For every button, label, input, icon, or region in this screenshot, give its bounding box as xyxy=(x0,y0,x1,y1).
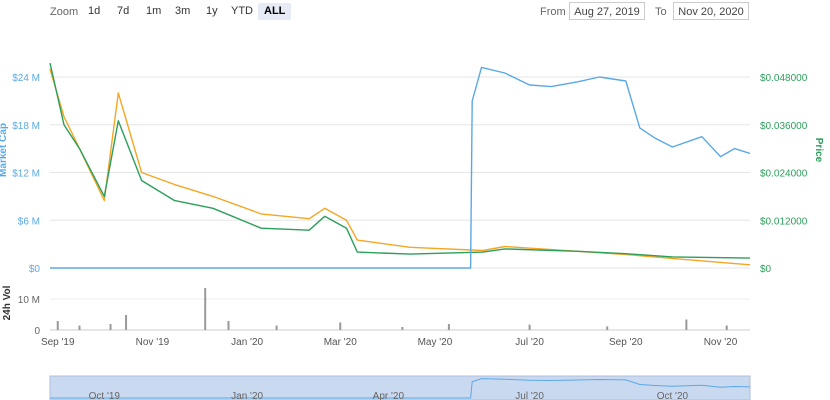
x-tick-label: May '20 xyxy=(418,337,453,348)
zoom-all-button[interactable]: ALL xyxy=(258,3,292,20)
volume-bar xyxy=(339,322,342,330)
volume-bar xyxy=(606,326,609,330)
series-line-market-cap xyxy=(50,66,751,269)
volume-bar xyxy=(78,325,81,330)
x-axis: Sep '19 Nov '19 Jan '20 Mar '20 May '20 Jul '… xyxy=(41,337,738,348)
zoom-7d-button[interactable]: 7d xyxy=(117,5,130,17)
x-tick-label: Nov '19 xyxy=(136,337,170,348)
zoom-label: Zoom xyxy=(50,6,79,18)
market-cap-tick: $6 M xyxy=(18,216,40,227)
volume-tick: 10 M xyxy=(18,295,40,306)
navigator-line xyxy=(50,378,751,399)
x-tick-label: Nov '20 xyxy=(704,337,738,348)
volume-bars xyxy=(56,288,728,330)
volume-tick: 0 xyxy=(34,326,40,337)
zoom-1y-button[interactable]: 1y xyxy=(206,5,218,17)
volume-bar xyxy=(125,315,128,330)
x-tick-label: Mar '20 xyxy=(324,337,357,348)
volume-bar xyxy=(685,319,688,330)
navigator-tick-label: Oct '19 xyxy=(89,391,121,400)
volume-bar xyxy=(401,327,404,330)
navigator-tick-label: Jan '20 xyxy=(231,391,263,400)
volume-bar xyxy=(204,288,207,330)
price-tick: $0.012000 xyxy=(760,216,808,227)
market-cap-tick: $18 M xyxy=(12,121,40,132)
navigator[interactable]: Oct '19 Jan '20 Apr '20 Jul '20 Oct '20 xyxy=(49,375,751,400)
navigator-tick-label: Oct '20 xyxy=(657,391,689,400)
market-cap-tick: $24 M xyxy=(12,73,40,84)
price-tick: $0.036000 xyxy=(760,121,808,132)
chart-series xyxy=(49,62,751,269)
to-label: To xyxy=(655,6,667,18)
price-axis-title: Price xyxy=(813,138,824,163)
from-date-input[interactable]: Aug 27, 2019 xyxy=(569,2,645,20)
volume-bar xyxy=(227,321,230,330)
chart-gridlines xyxy=(50,76,750,269)
x-tick-label: Sep '19 xyxy=(41,337,75,348)
navigator-window xyxy=(49,375,751,400)
navigator-tick-label: Jul '20 xyxy=(515,391,544,400)
price-tick: $0.048000 xyxy=(760,73,808,84)
x-tick-label: Jul '20 xyxy=(515,337,544,348)
navigator-tick-label: Apr '20 xyxy=(373,391,405,400)
zoom-1m-button[interactable]: 1m xyxy=(146,5,162,17)
price-axis: $0 $0.012000 $0.024000 $0.036000 $0.048000 xyxy=(760,73,808,275)
volume-axis: 0 10 M xyxy=(18,295,750,337)
series-line-volume-market-cap xyxy=(49,68,751,266)
market-cap-axis-title: Market Cap xyxy=(0,123,9,177)
series-line-price xyxy=(49,62,751,259)
market-cap-axis: $0 $6 M $12 M $18 M $24 M xyxy=(12,73,40,275)
price-tick: $0 xyxy=(760,264,772,275)
volume-bar xyxy=(275,325,278,330)
volume-bar xyxy=(56,321,59,330)
volume-bar xyxy=(528,324,531,330)
volume-bar xyxy=(725,325,728,330)
market-cap-tick: $0 xyxy=(29,264,41,275)
x-tick-label: Jan '20 xyxy=(231,337,263,348)
volume-axis-title: 24h Vol xyxy=(2,285,13,320)
zoom-ytd-button[interactable]: YTD xyxy=(231,5,253,17)
zoom-3m-button[interactable]: 3m xyxy=(175,5,191,17)
price-tick: $0.024000 xyxy=(760,169,808,180)
market-cap-tick: $12 M xyxy=(12,169,40,180)
range-selector-toolbar: Zoom 1d 7d 1m 3m 1y YTD ALL From Aug 27,… xyxy=(0,0,830,26)
volume-bar xyxy=(447,324,450,330)
to-date-input[interactable]: Nov 20, 2020 xyxy=(673,2,749,20)
x-tick-label: Sep '20 xyxy=(609,337,643,348)
zoom-1d-button[interactable]: 1d xyxy=(88,5,101,17)
volume-bar xyxy=(109,324,112,330)
from-label: From xyxy=(540,6,566,18)
